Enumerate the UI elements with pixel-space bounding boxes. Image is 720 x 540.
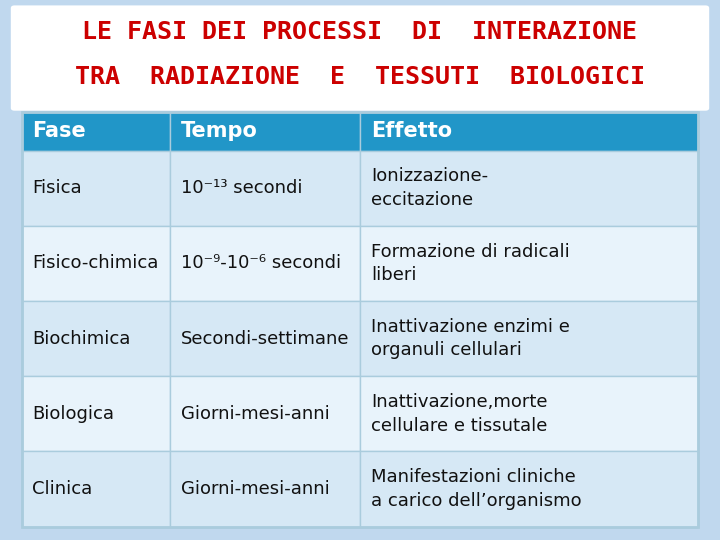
Text: Inattivazione enzimi e
organuli cellulari: Inattivazione enzimi e organuli cellular… bbox=[371, 318, 570, 360]
Text: 10⁻¹³ secondi: 10⁻¹³ secondi bbox=[181, 179, 303, 197]
Text: Fase: Fase bbox=[32, 121, 86, 141]
Text: Clinica: Clinica bbox=[32, 480, 93, 498]
Text: Biologica: Biologica bbox=[32, 405, 114, 423]
Bar bbox=[360, 301, 698, 376]
FancyBboxPatch shape bbox=[11, 5, 709, 111]
Text: Inattivazione,morte
cellulare e tissutale: Inattivazione,morte cellulare e tissutal… bbox=[371, 393, 547, 435]
Text: Giorni-mesi-anni: Giorni-mesi-anni bbox=[181, 480, 330, 498]
Bar bbox=[22, 112, 698, 526]
Bar bbox=[171, 451, 360, 526]
Bar bbox=[171, 301, 360, 376]
Bar bbox=[360, 151, 698, 226]
Text: TRA  RADIAZIONE  E  TESSUTI  BIOLOGICI: TRA RADIAZIONE E TESSUTI BIOLOGICI bbox=[75, 65, 645, 89]
Text: Tempo: Tempo bbox=[181, 121, 258, 141]
Bar bbox=[360, 451, 698, 526]
Text: LE FASI DEI PROCESSI  DI  INTERAZIONE: LE FASI DEI PROCESSI DI INTERAZIONE bbox=[83, 21, 637, 44]
Bar bbox=[171, 112, 360, 151]
Text: Fisica: Fisica bbox=[32, 179, 82, 197]
Text: Effetto: Effetto bbox=[371, 121, 452, 141]
Bar bbox=[22, 226, 171, 301]
Text: Manifestazioni cliniche
a carico dell’organismo: Manifestazioni cliniche a carico dell’or… bbox=[371, 468, 582, 510]
Bar bbox=[360, 226, 698, 301]
Text: Giorni-mesi-anni: Giorni-mesi-anni bbox=[181, 405, 330, 423]
Text: Ionizzazione-
eccitazione: Ionizzazione- eccitazione bbox=[371, 167, 488, 209]
Bar bbox=[360, 112, 698, 151]
Text: Secondi-settimane: Secondi-settimane bbox=[181, 329, 350, 348]
Bar bbox=[22, 301, 171, 376]
Text: 10⁻⁹-10⁻⁶ secondi: 10⁻⁹-10⁻⁶ secondi bbox=[181, 254, 341, 272]
Bar bbox=[22, 451, 171, 526]
Bar bbox=[360, 376, 698, 451]
Bar bbox=[22, 376, 171, 451]
Bar bbox=[22, 151, 171, 226]
Text: Fisico-chimica: Fisico-chimica bbox=[32, 254, 159, 272]
Text: Biochimica: Biochimica bbox=[32, 329, 131, 348]
Bar bbox=[22, 112, 171, 151]
Text: Formazione di radicali
liberi: Formazione di radicali liberi bbox=[371, 242, 570, 284]
Bar bbox=[171, 226, 360, 301]
Bar bbox=[171, 151, 360, 226]
Bar bbox=[171, 376, 360, 451]
